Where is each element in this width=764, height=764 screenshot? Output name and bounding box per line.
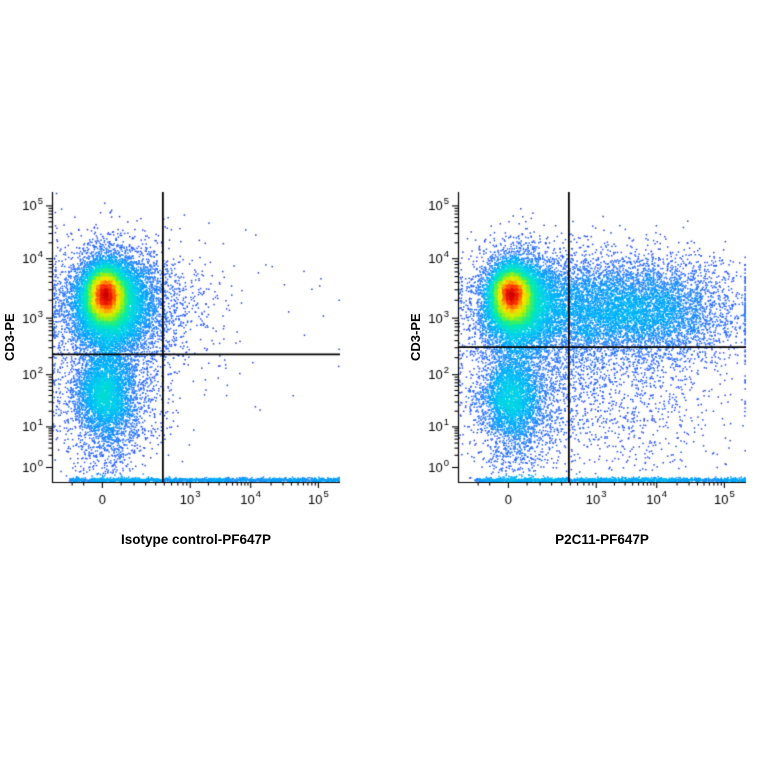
y-axis-label: CD3-PE: [408, 313, 423, 361]
x-axis-label: P2C11-PF647P: [555, 532, 649, 547]
flow-plot-canvas-isotype: [4, 180, 354, 525]
x-axis-label: Isotype control-PF647P: [120, 532, 272, 547]
y-axis-label: CD3-PE: [2, 313, 17, 361]
flow-plot-isotype-control: CD3-PE Isotype control-PF647P: [2, 180, 354, 562]
flow-cytometry-figure: CD3-PE Isotype control-PF647P CD3-PE P2C…: [2, 180, 760, 562]
flow-plot-canvas-p2c11: [410, 180, 760, 525]
flow-plot-p2c11: CD3-PE P2C11-PF647P: [408, 180, 760, 562]
